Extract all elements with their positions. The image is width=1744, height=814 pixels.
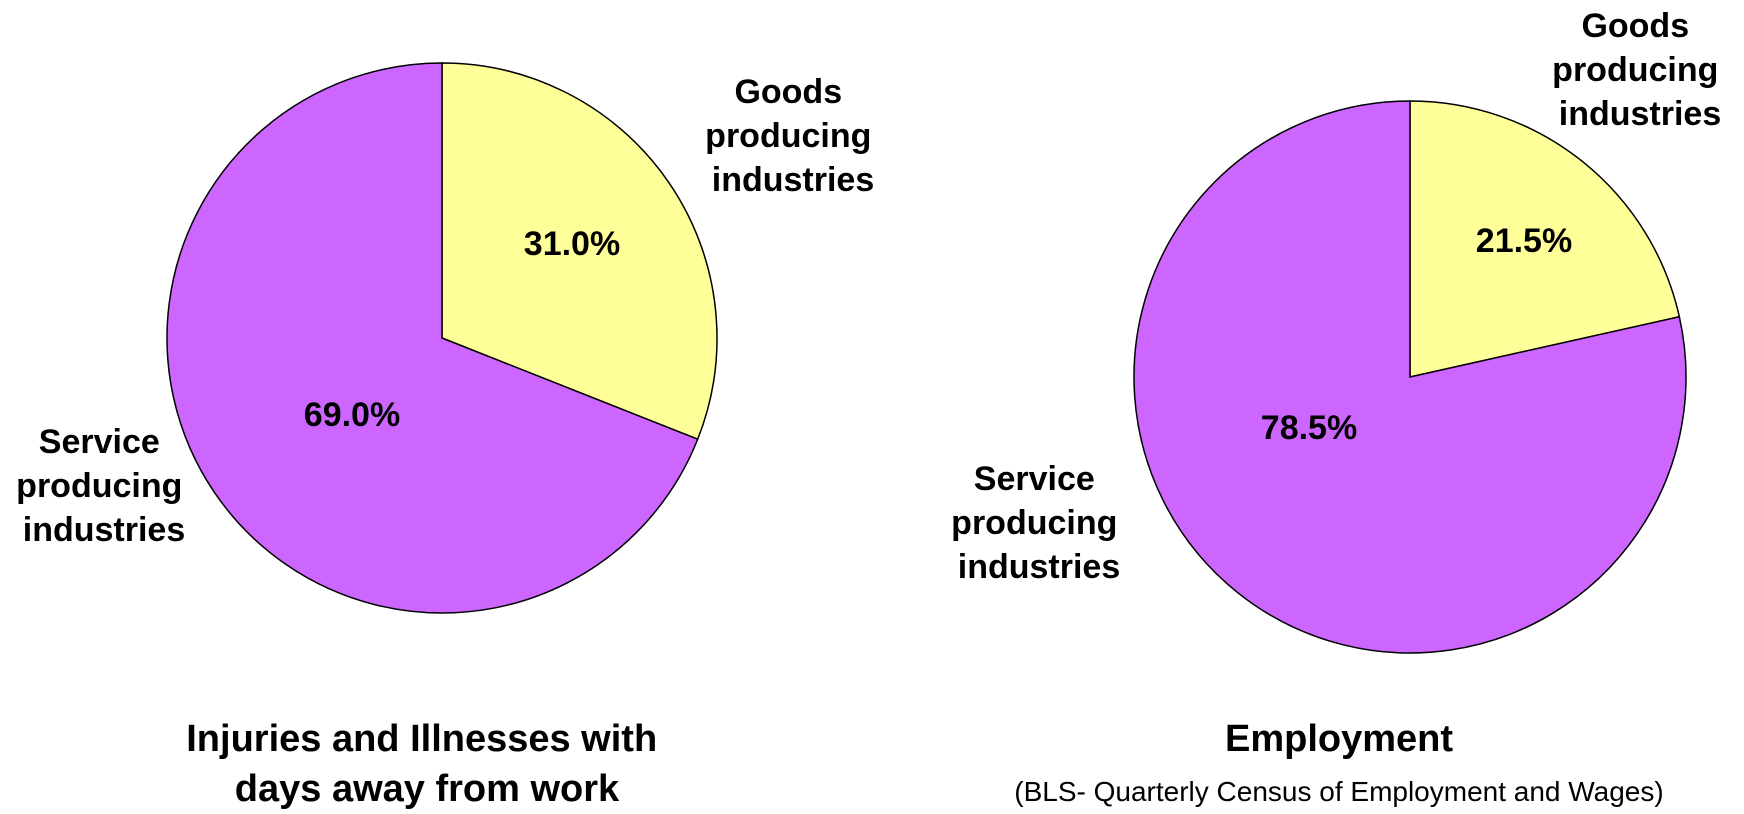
chart-title-injuries: Injuries and Illnesses with days away fr…	[186, 718, 667, 810]
slice-value-label-goods-employment: 21.5%	[1476, 222, 1572, 260]
chart-subtitle-employment: (BLS- Quarterly Census of Employment and…	[1014, 776, 1663, 807]
slice-category-label-goods-employment: Goods producing industries	[1552, 7, 1728, 133]
slice-category-label-service-injuries: Service producing industries	[16, 423, 192, 549]
pie-slice-goods-employment	[1409, 100, 1681, 378]
pie-slice-goods-injuries	[441, 62, 718, 441]
slice-value-label-goods-injuries: 31.0%	[524, 225, 620, 263]
slice-value-label-service-employment: 78.5%	[1261, 409, 1357, 447]
pie-slice-service-injuries	[166, 62, 699, 614]
pie-chart-employment: 21.5% 78.5% Goods producing industries S…	[951, 7, 1728, 807]
pie-chart-injuries: 31.0% 69.0% Goods producing industries S…	[16, 62, 881, 810]
slice-category-label-goods-injuries: Goods producing industries	[705, 73, 881, 199]
chart-title-employment: Employment	[1225, 718, 1453, 760]
slice-value-label-service-injuries: 69.0%	[304, 396, 400, 434]
pie-slice-service-employment	[1133, 100, 1687, 654]
slice-category-label-service-employment: Service producing industries	[951, 460, 1127, 586]
